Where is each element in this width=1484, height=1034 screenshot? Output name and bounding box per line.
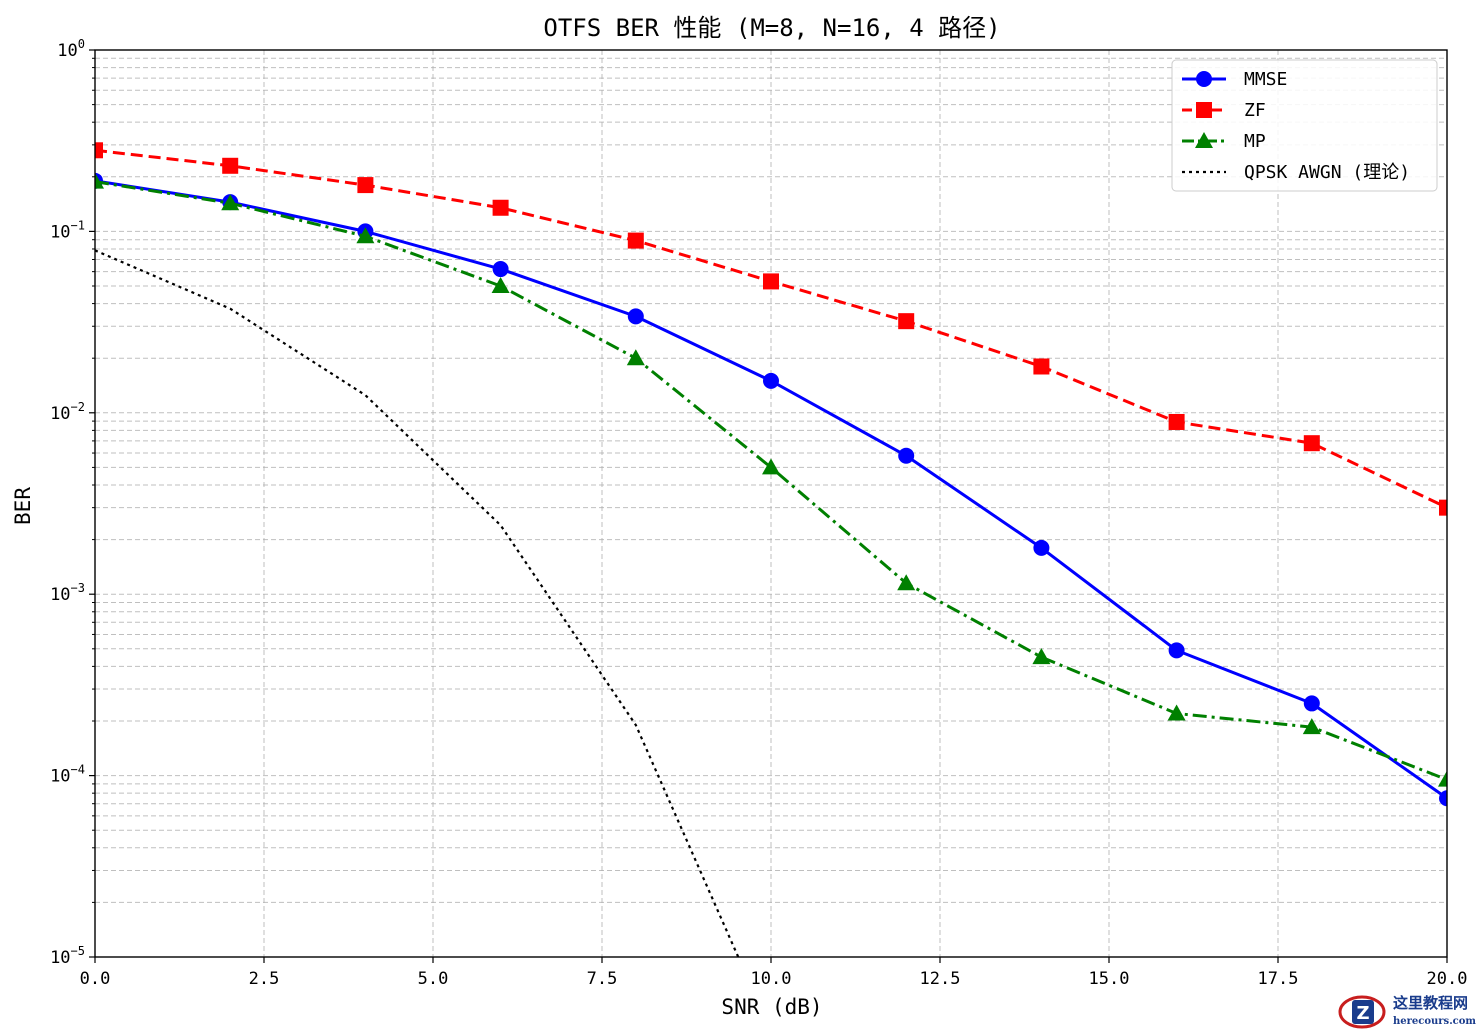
y-axis-title: BER <box>11 487 35 525</box>
legend-item: QPSK AWGN (理论) <box>1182 162 1410 183</box>
data-point-triangle <box>762 458 780 475</box>
series-qpsk <box>95 249 740 957</box>
data-point-triangle <box>1195 132 1213 148</box>
data-point-square <box>95 142 103 159</box>
data-point-circle <box>492 261 509 278</box>
data-point-square <box>1168 413 1185 430</box>
y-tick-label: 10−3 <box>50 581 85 605</box>
data-point-square <box>222 157 239 174</box>
watermark-text: 这里教程网 <box>1393 994 1468 1012</box>
data-point-square <box>898 313 915 330</box>
legend-label: QPSK AWGN (理论) <box>1244 162 1410 183</box>
data-point-triangle <box>491 277 510 294</box>
legend-label: MMSE <box>1244 69 1287 90</box>
data-point-square <box>1439 499 1447 516</box>
x-tick-label: 0.0 <box>80 969 111 989</box>
data-point-square <box>357 177 374 194</box>
chart-title: OTFS BER 性能 (M=8, N=16, 4 路径) <box>543 14 1000 42</box>
legend-item: MMSE <box>1182 69 1287 90</box>
data-point-circle <box>1439 790 1447 807</box>
data-point-square <box>1196 102 1212 118</box>
legend-label: ZF <box>1244 100 1266 121</box>
x-tick-label: 2.5 <box>249 969 280 989</box>
grid-lines <box>94 49 1448 958</box>
x-tick-label: 12.5 <box>920 969 961 989</box>
data-point-triangle <box>95 172 104 189</box>
y-tick-label: 10−1 <box>50 218 85 242</box>
y-tick-label: 10−2 <box>50 400 85 424</box>
data-point-triangle <box>221 194 240 211</box>
data-point-circle <box>1168 642 1185 659</box>
data-point-square <box>492 199 509 216</box>
data-point-circle <box>763 372 779 389</box>
data-point-circle <box>898 447 915 464</box>
watermark-subtext: herecours.com <box>1393 1016 1476 1027</box>
y-tick-label: 10−5 <box>50 944 85 968</box>
data-point-square <box>1033 358 1050 375</box>
data-point-circle <box>1196 71 1212 87</box>
data-point-triangle <box>897 574 916 591</box>
data-point-triangle <box>626 349 645 366</box>
data-point-triangle <box>356 227 375 244</box>
x-axis-title: SNR (dB) <box>721 995 822 1019</box>
x-tick-label: 17.5 <box>1258 969 1299 989</box>
x-tick-label: 15.0 <box>1089 969 1130 989</box>
data-point-triangle <box>1167 704 1186 721</box>
series-line <box>95 180 1447 782</box>
legend: MMSE ZF MP QPSK AWGN (理论) <box>1171 59 1438 192</box>
x-tick-label: 10.0 <box>751 969 792 989</box>
legend-item: MP <box>1182 131 1266 152</box>
data-point-triangle <box>1438 770 1447 787</box>
svg-text:Z: Z <box>1356 1003 1369 1024</box>
y-tick-label: 100 <box>57 37 85 61</box>
data-point-circle <box>1303 695 1320 712</box>
site-watermark-logo: Z 这里教程网 herecours.com <box>1338 994 1476 1029</box>
y-tick-label: 10−4 <box>50 763 85 787</box>
data-point-square <box>627 232 644 249</box>
series-mp <box>95 172 1447 787</box>
x-tick-label: 20.0 <box>1427 969 1468 989</box>
data-point-triangle <box>1032 648 1051 665</box>
data-point-circle <box>627 308 644 325</box>
axis-ticks: 0.0 2.5 5.0 7.5 10.0 12.5 15.0 17.5 20.0 100 10−1 1… <box>50 37 1467 989</box>
series-line <box>95 249 740 957</box>
x-tick-label: 7.5 <box>587 969 618 989</box>
data-series <box>95 142 1447 957</box>
data-point-square <box>1303 435 1320 452</box>
data-point-triangle <box>1302 718 1321 735</box>
data-point-circle <box>1033 539 1050 556</box>
data-point-square <box>763 273 779 290</box>
legend-box <box>1171 59 1438 192</box>
x-tick-label: 5.0 <box>418 969 449 989</box>
series-zf <box>95 142 1447 516</box>
legend-label: MP <box>1244 131 1266 152</box>
legend-item: ZF <box>1182 100 1266 121</box>
